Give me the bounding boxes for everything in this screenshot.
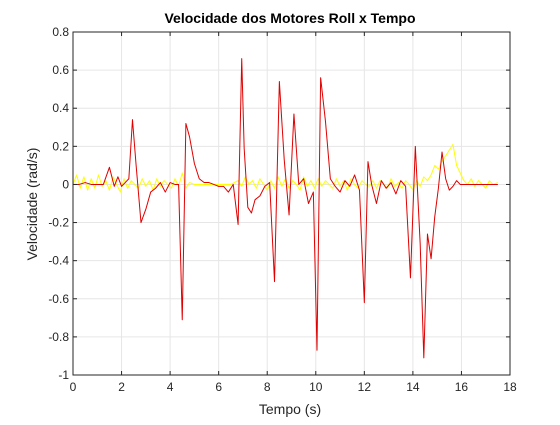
y-tick-label: -0.6 xyxy=(48,292,69,306)
x-axis-label: Tempo (s) xyxy=(259,401,321,417)
x-tick-label: 8 xyxy=(264,380,271,394)
x-tick-label: 14 xyxy=(406,380,420,394)
series-line-2 xyxy=(73,58,498,359)
y-tick-label: 0 xyxy=(62,177,69,191)
y-tick-label: -1 xyxy=(58,368,69,382)
y-tick-label: -0.2 xyxy=(48,216,69,230)
chart-title: Velocidade dos Motores Roll x Tempo xyxy=(164,10,415,26)
plot-area xyxy=(73,32,510,375)
x-tick-label: 18 xyxy=(503,380,517,394)
axes xyxy=(72,31,511,376)
y-tick-label: 0.6 xyxy=(52,63,69,77)
x-tick-label: 12 xyxy=(358,380,372,394)
x-tick-label: 4 xyxy=(167,380,174,394)
tick-labels: 0 2 4 6 8 10 12 14 16 18 -1 -0.8 -0.6 -0.4 -0.2 0 0.2 0.4… xyxy=(48,25,517,394)
x-tick-label: 16 xyxy=(455,380,469,394)
y-tick-label: -0.8 xyxy=(48,330,69,344)
x-tick-label: 0 xyxy=(70,380,77,394)
grid xyxy=(72,31,511,376)
series-layer xyxy=(72,58,499,359)
x-tick-label: 6 xyxy=(215,380,222,394)
y-tick-label: -0.4 xyxy=(48,254,69,268)
y-axis-label: Velocidade (rad/s) xyxy=(24,148,40,261)
y-tick-label: 0.8 xyxy=(52,25,69,39)
y-tick-label: 0.4 xyxy=(52,101,69,115)
y-tick-label: 0.2 xyxy=(52,139,69,153)
x-tick-label: 10 xyxy=(309,380,323,394)
x-tick-label: 2 xyxy=(118,380,125,394)
axes-box xyxy=(72,31,511,376)
